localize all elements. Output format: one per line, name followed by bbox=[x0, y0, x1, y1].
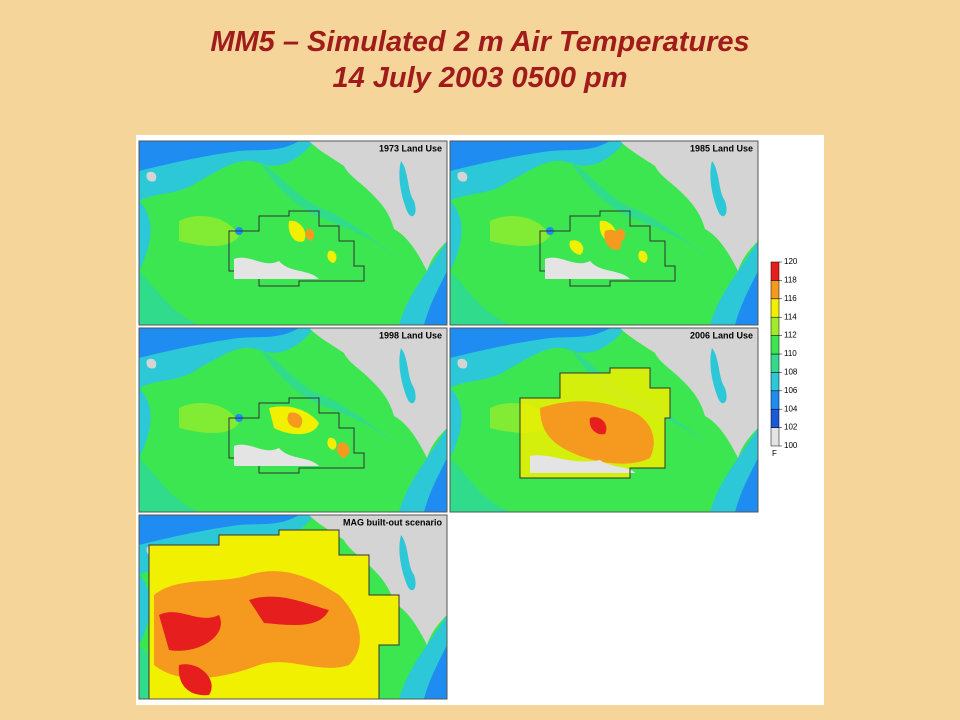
legend-tick-label: 112 bbox=[784, 331, 797, 340]
map-panel: MAG built-out scenario bbox=[138, 514, 448, 700]
legend-tick-label: 100 bbox=[784, 441, 798, 450]
color-legend: 100 102 104 106 108 110 112 114 116 118 120 F bbox=[770, 257, 798, 458]
map-shape bbox=[449, 140, 759, 326]
map-shape bbox=[138, 327, 448, 513]
panel-label: MAG built-out scenario bbox=[343, 517, 443, 527]
legend-swatch bbox=[770, 261, 780, 281]
legend-swatch bbox=[770, 298, 780, 318]
panel-label: 1998 Land Use bbox=[379, 330, 442, 340]
map-shape bbox=[249, 596, 329, 626]
map-shape bbox=[138, 514, 448, 700]
panel-label: 1973 Land Use bbox=[379, 143, 442, 153]
map-shape bbox=[589, 417, 607, 435]
map-panel: 1973 Land Use bbox=[138, 140, 448, 326]
legend-swatch bbox=[770, 280, 780, 300]
legend-tick-label: 108 bbox=[784, 368, 798, 377]
map-shape bbox=[336, 442, 350, 458]
map-shape bbox=[530, 455, 635, 473]
legend-tick-label: 102 bbox=[784, 423, 798, 432]
legend-swatch bbox=[770, 335, 780, 355]
map-shape bbox=[178, 664, 212, 696]
map-panel: 1985 Land Use bbox=[449, 140, 759, 326]
map-shape bbox=[138, 140, 448, 326]
map-panel: 2006 Land Use bbox=[449, 327, 759, 513]
legend-swatch bbox=[770, 408, 780, 428]
legend-tick-label: 104 bbox=[784, 404, 798, 413]
legend-swatch bbox=[770, 353, 780, 373]
legend-tick-label: 120 bbox=[784, 257, 798, 266]
legend-swatch bbox=[770, 390, 780, 410]
map-shape bbox=[154, 571, 360, 679]
legend-tick-label: 110 bbox=[784, 349, 797, 358]
map-shape bbox=[287, 412, 303, 428]
map-shape bbox=[604, 229, 622, 250]
title-line: MM5 – Simulated 2 m Air Temperatures bbox=[210, 26, 750, 58]
map-shape bbox=[148, 529, 400, 700]
legend-unit: F bbox=[772, 449, 777, 458]
legend-tick-label: 118 bbox=[784, 276, 797, 285]
map-panel: 1998 Land Use bbox=[138, 327, 448, 513]
legend-swatch bbox=[770, 427, 780, 447]
legend-tick-label: 106 bbox=[784, 386, 798, 395]
map-shape bbox=[519, 367, 671, 479]
title-line: 14 July 2003 0500 pm bbox=[332, 62, 628, 94]
panel-label: 2006 Land Use bbox=[690, 330, 753, 340]
panel-label: 1985 Land Use bbox=[690, 143, 753, 153]
legend-tick-label: 114 bbox=[784, 312, 797, 321]
legend-swatch bbox=[770, 372, 780, 392]
legend-tick-label: 116 bbox=[784, 294, 797, 303]
map-shape bbox=[569, 240, 584, 255]
map-shape bbox=[449, 327, 759, 513]
map-shape bbox=[159, 612, 221, 651]
legend-swatch bbox=[770, 316, 780, 336]
